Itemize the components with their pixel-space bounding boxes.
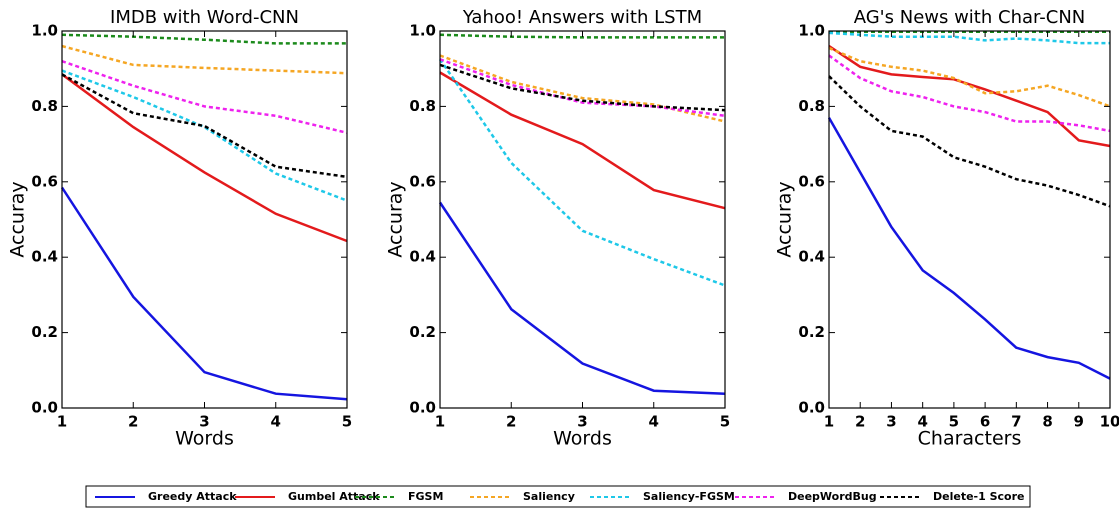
y-tick-label: 1.0 xyxy=(798,22,825,40)
y-tick-label: 0.8 xyxy=(409,97,436,115)
y-tick-label: 0.4 xyxy=(798,248,825,266)
series-line xyxy=(439,63,726,112)
series-line xyxy=(439,33,725,39)
y-tick-label: 0.6 xyxy=(31,172,58,190)
chart-title: Yahoo! Answers with LSTM xyxy=(462,7,702,28)
x-tick-label: 2 xyxy=(506,413,516,431)
y-tick-label: 0.4 xyxy=(409,248,436,266)
x-tick-label: 3 xyxy=(199,413,209,431)
y-tick-label: 0.6 xyxy=(409,172,436,190)
chart-title: IMDB with Word-CNN xyxy=(110,7,299,28)
x-tick-label: 7 xyxy=(1011,413,1021,431)
x-tick-label: 1 xyxy=(57,413,67,431)
x-tick-label: 2 xyxy=(128,413,138,431)
x-axis-label: Words xyxy=(175,428,234,450)
plot-frame xyxy=(439,30,726,409)
series-line xyxy=(828,75,1111,208)
legend-label: Delete-1 Score xyxy=(933,490,1024,503)
y-tick-label: 0.4 xyxy=(31,248,58,266)
x-tick-label: 5 xyxy=(342,413,352,431)
series-line xyxy=(828,31,1110,45)
series-line xyxy=(439,58,726,118)
series-line xyxy=(828,46,1111,108)
legend-label: DeepWordBug xyxy=(788,490,877,503)
series-line xyxy=(61,73,348,243)
y-tick-label: 1.0 xyxy=(31,22,58,40)
x-tick-label: 3 xyxy=(577,413,587,431)
x-tick-label: 4 xyxy=(917,413,927,431)
y-axis-label: Accuray xyxy=(7,181,29,257)
series-line xyxy=(60,186,348,401)
y-tick-label: 0.8 xyxy=(798,97,825,115)
x-tick-label: 2 xyxy=(855,413,865,431)
series-line xyxy=(438,58,726,287)
y-tick-label: 1.0 xyxy=(409,22,436,40)
x-tick-label: 5 xyxy=(949,413,959,431)
legend-label: Saliency xyxy=(523,490,575,503)
y-tick-label: 0.0 xyxy=(798,399,825,417)
series-line xyxy=(61,60,348,135)
x-tick-label: 3 xyxy=(886,413,896,431)
legend-label: Greedy Attack xyxy=(148,490,237,503)
series-line xyxy=(438,201,726,395)
series-line xyxy=(828,54,1111,133)
series-line xyxy=(61,44,348,75)
y-tick-label: 0.0 xyxy=(409,399,436,417)
y-tick-label: 0.2 xyxy=(31,323,58,341)
x-tick-label: 5 xyxy=(720,413,730,431)
legend-label: Gumbel Attack xyxy=(288,490,380,503)
x-tick-label: 10 xyxy=(1100,413,1119,431)
chart-title: AG's News with Char-CNN xyxy=(854,7,1086,28)
series-line xyxy=(61,33,347,45)
y-axis-label: Accuray xyxy=(774,181,796,257)
x-tick-label: 9 xyxy=(1074,413,1084,431)
x-axis-label: Words xyxy=(553,428,612,450)
x-axis-label: Characters xyxy=(918,428,1022,450)
series-line xyxy=(828,45,1111,148)
y-axis-label: Accuray xyxy=(385,181,407,257)
legend-label: Saliency-FGSM xyxy=(643,490,735,503)
x-tick-label: 8 xyxy=(1042,413,1052,431)
x-tick-label: 1 xyxy=(824,413,834,431)
y-tick-label: 0.8 xyxy=(31,97,58,115)
legend-label: FGSM xyxy=(408,490,443,503)
x-tick-label: 1 xyxy=(435,413,445,431)
series-line xyxy=(827,117,1111,380)
y-tick-label: 0.2 xyxy=(409,323,436,341)
series-line xyxy=(61,69,348,202)
series-line xyxy=(439,71,726,210)
series-line xyxy=(61,73,348,179)
y-tick-label: 0.6 xyxy=(798,172,825,190)
y-tick-label: 0.0 xyxy=(31,399,58,417)
legend-box xyxy=(85,485,1031,508)
x-tick-label: 6 xyxy=(980,413,990,431)
x-tick-label: 4 xyxy=(271,413,281,431)
y-tick-label: 0.2 xyxy=(798,323,825,341)
series-line xyxy=(439,54,726,123)
x-tick-label: 4 xyxy=(649,413,659,431)
plot-frame xyxy=(828,30,1111,409)
